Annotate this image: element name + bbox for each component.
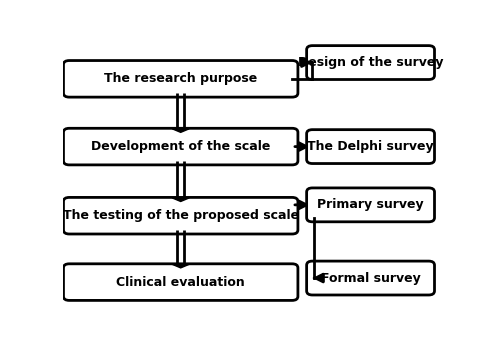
FancyBboxPatch shape	[64, 264, 298, 300]
FancyBboxPatch shape	[64, 61, 298, 97]
FancyBboxPatch shape	[64, 197, 298, 234]
Text: Clinical evaluation: Clinical evaluation	[116, 276, 245, 289]
Text: Primary survey: Primary survey	[318, 199, 424, 211]
Text: The testing of the proposed scale: The testing of the proposed scale	[62, 209, 299, 222]
FancyBboxPatch shape	[306, 188, 434, 222]
FancyBboxPatch shape	[64, 128, 298, 165]
Text: The research purpose: The research purpose	[104, 72, 258, 85]
FancyBboxPatch shape	[306, 46, 434, 80]
Polygon shape	[172, 198, 189, 201]
Text: Design of the survey: Design of the survey	[298, 56, 444, 69]
FancyBboxPatch shape	[306, 130, 434, 164]
Text: Formal survey: Formal survey	[320, 271, 420, 284]
Polygon shape	[172, 264, 189, 268]
Polygon shape	[172, 129, 189, 132]
Text: The Delphi survey: The Delphi survey	[307, 140, 434, 153]
Text: Development of the scale: Development of the scale	[91, 140, 270, 153]
FancyBboxPatch shape	[306, 261, 434, 295]
